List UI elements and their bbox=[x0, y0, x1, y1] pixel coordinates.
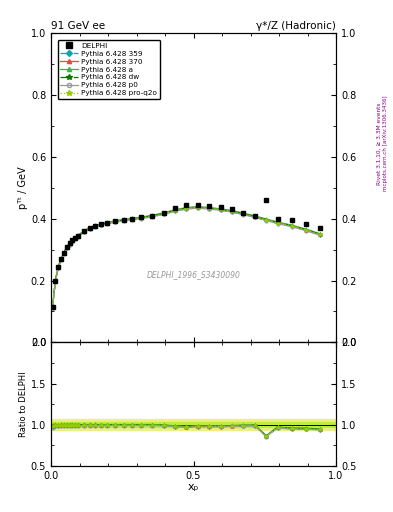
Text: Rivet 3.1.10, ≥ 3.3M events: Rivet 3.1.10, ≥ 3.3M events bbox=[377, 102, 382, 185]
Text: DELPHI_1996_S3430090: DELPHI_1996_S3430090 bbox=[147, 270, 241, 279]
X-axis label: xₚ: xₚ bbox=[188, 482, 199, 492]
Legend: DELPHI, Pythia 6.428 359, Pythia 6.428 370, Pythia 6.428 a, Pythia 6.428 dw, Pyt: DELPHI, Pythia 6.428 359, Pythia 6.428 3… bbox=[57, 40, 160, 99]
Text: γ*/Z (Hadronic): γ*/Z (Hadronic) bbox=[256, 21, 336, 31]
Text: 91 GeV ee: 91 GeV ee bbox=[51, 21, 105, 31]
Text: mcplots.cern.ch [arXiv:1306.3436]: mcplots.cern.ch [arXiv:1306.3436] bbox=[383, 96, 387, 191]
Y-axis label: pᵀᵗ / GeV: pᵀᵗ / GeV bbox=[18, 166, 28, 209]
Y-axis label: Ratio to DELPHI: Ratio to DELPHI bbox=[19, 371, 28, 437]
